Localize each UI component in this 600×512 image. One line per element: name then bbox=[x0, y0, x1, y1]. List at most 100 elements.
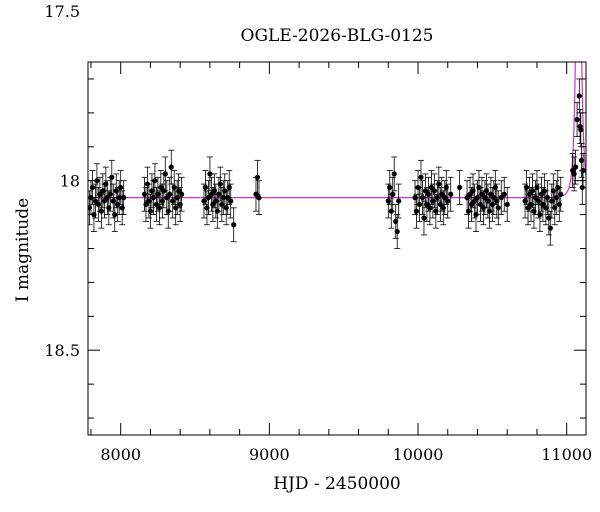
data-marker bbox=[396, 198, 402, 204]
data-marker bbox=[147, 208, 154, 214]
data-point bbox=[444, 183, 451, 219]
data-marker bbox=[89, 184, 96, 191]
data-point bbox=[117, 170, 124, 205]
data-marker bbox=[574, 117, 580, 123]
data-marker bbox=[427, 205, 433, 211]
data-point bbox=[108, 159, 115, 195]
data-marker bbox=[387, 184, 393, 191]
data-marker bbox=[572, 164, 579, 170]
data-marker bbox=[431, 188, 437, 194]
data-point bbox=[151, 163, 158, 199]
data-marker bbox=[544, 195, 550, 201]
data-marker bbox=[558, 191, 564, 197]
data-point bbox=[557, 176, 564, 212]
data-point bbox=[413, 193, 420, 229]
data-marker bbox=[152, 178, 158, 184]
data-marker bbox=[254, 174, 261, 180]
data-marker bbox=[529, 188, 536, 194]
data-point bbox=[456, 170, 463, 205]
data-marker bbox=[445, 198, 451, 204]
data-marker bbox=[162, 171, 168, 177]
data-point bbox=[202, 170, 209, 205]
data-marker bbox=[421, 215, 427, 221]
plot-area bbox=[88, 62, 586, 249]
data-marker bbox=[523, 184, 530, 191]
y-tick-label: 17.5 bbox=[44, 2, 80, 21]
y-tick-label: 18 bbox=[60, 172, 80, 191]
data-point bbox=[205, 180, 212, 215]
data-marker bbox=[202, 184, 209, 191]
data-marker bbox=[168, 164, 174, 170]
data-point bbox=[389, 176, 396, 212]
data-marker bbox=[171, 184, 177, 191]
data-point bbox=[255, 180, 262, 215]
data-point bbox=[89, 170, 96, 205]
data-marker bbox=[436, 181, 442, 187]
data-marker bbox=[217, 181, 223, 187]
x-tick-label: 11000 bbox=[541, 445, 592, 464]
data-point bbox=[142, 187, 149, 222]
data-marker bbox=[109, 174, 115, 180]
data-marker bbox=[112, 211, 118, 218]
data-point bbox=[394, 214, 401, 249]
data-marker bbox=[418, 174, 424, 180]
data-point bbox=[435, 166, 442, 202]
data-point bbox=[206, 156, 213, 192]
data-marker bbox=[578, 127, 584, 133]
data-marker bbox=[228, 198, 234, 204]
data-marker bbox=[457, 184, 463, 191]
data-marker bbox=[504, 201, 510, 208]
data-point bbox=[120, 180, 127, 215]
data-point bbox=[178, 176, 185, 212]
data-marker bbox=[179, 191, 185, 197]
data-point bbox=[416, 187, 423, 222]
y-axis-label: I magnitude bbox=[13, 198, 33, 302]
x-axis-label: HJD - 2450000 bbox=[273, 474, 401, 494]
data-marker bbox=[231, 222, 237, 228]
data-point bbox=[162, 156, 169, 192]
data-marker bbox=[498, 195, 504, 201]
x-tick-label: 9000 bbox=[249, 445, 290, 464]
data-point bbox=[254, 159, 261, 195]
data-point bbox=[230, 207, 237, 243]
data-marker bbox=[167, 191, 173, 197]
data-marker bbox=[98, 208, 104, 214]
data-point bbox=[501, 176, 508, 212]
data-point bbox=[391, 156, 398, 192]
data-point bbox=[111, 197, 118, 232]
data-marker bbox=[156, 205, 162, 211]
data-point bbox=[495, 190, 502, 226]
data-point bbox=[166, 176, 173, 212]
data-point bbox=[498, 180, 505, 215]
data-point bbox=[419, 180, 426, 215]
data-marker bbox=[92, 198, 99, 204]
plot-frame bbox=[87, 61, 587, 436]
data-marker bbox=[416, 201, 423, 208]
data-marker bbox=[413, 208, 420, 214]
data-marker bbox=[205, 195, 212, 201]
data-marker bbox=[143, 201, 149, 208]
data-point bbox=[92, 183, 99, 219]
data-marker bbox=[495, 205, 501, 211]
ticks bbox=[88, 62, 586, 435]
data-point bbox=[447, 176, 454, 212]
x-tick-label: 10000 bbox=[393, 445, 444, 464]
data-point bbox=[98, 193, 105, 229]
data-point bbox=[577, 109, 584, 144]
data-marker bbox=[256, 195, 262, 201]
data-point bbox=[217, 166, 224, 202]
data-point bbox=[171, 170, 178, 205]
data-marker bbox=[576, 93, 582, 99]
data-marker bbox=[394, 228, 400, 235]
data-point bbox=[580, 153, 586, 188]
data-marker bbox=[121, 195, 127, 201]
data-marker bbox=[580, 167, 586, 174]
data-marker bbox=[448, 191, 454, 197]
data-point bbox=[431, 173, 438, 209]
data-marker bbox=[419, 195, 426, 201]
data-marker bbox=[391, 171, 397, 177]
data-marker bbox=[390, 191, 396, 197]
data-point bbox=[523, 170, 530, 205]
data-point bbox=[544, 180, 551, 215]
data-point bbox=[428, 170, 435, 205]
